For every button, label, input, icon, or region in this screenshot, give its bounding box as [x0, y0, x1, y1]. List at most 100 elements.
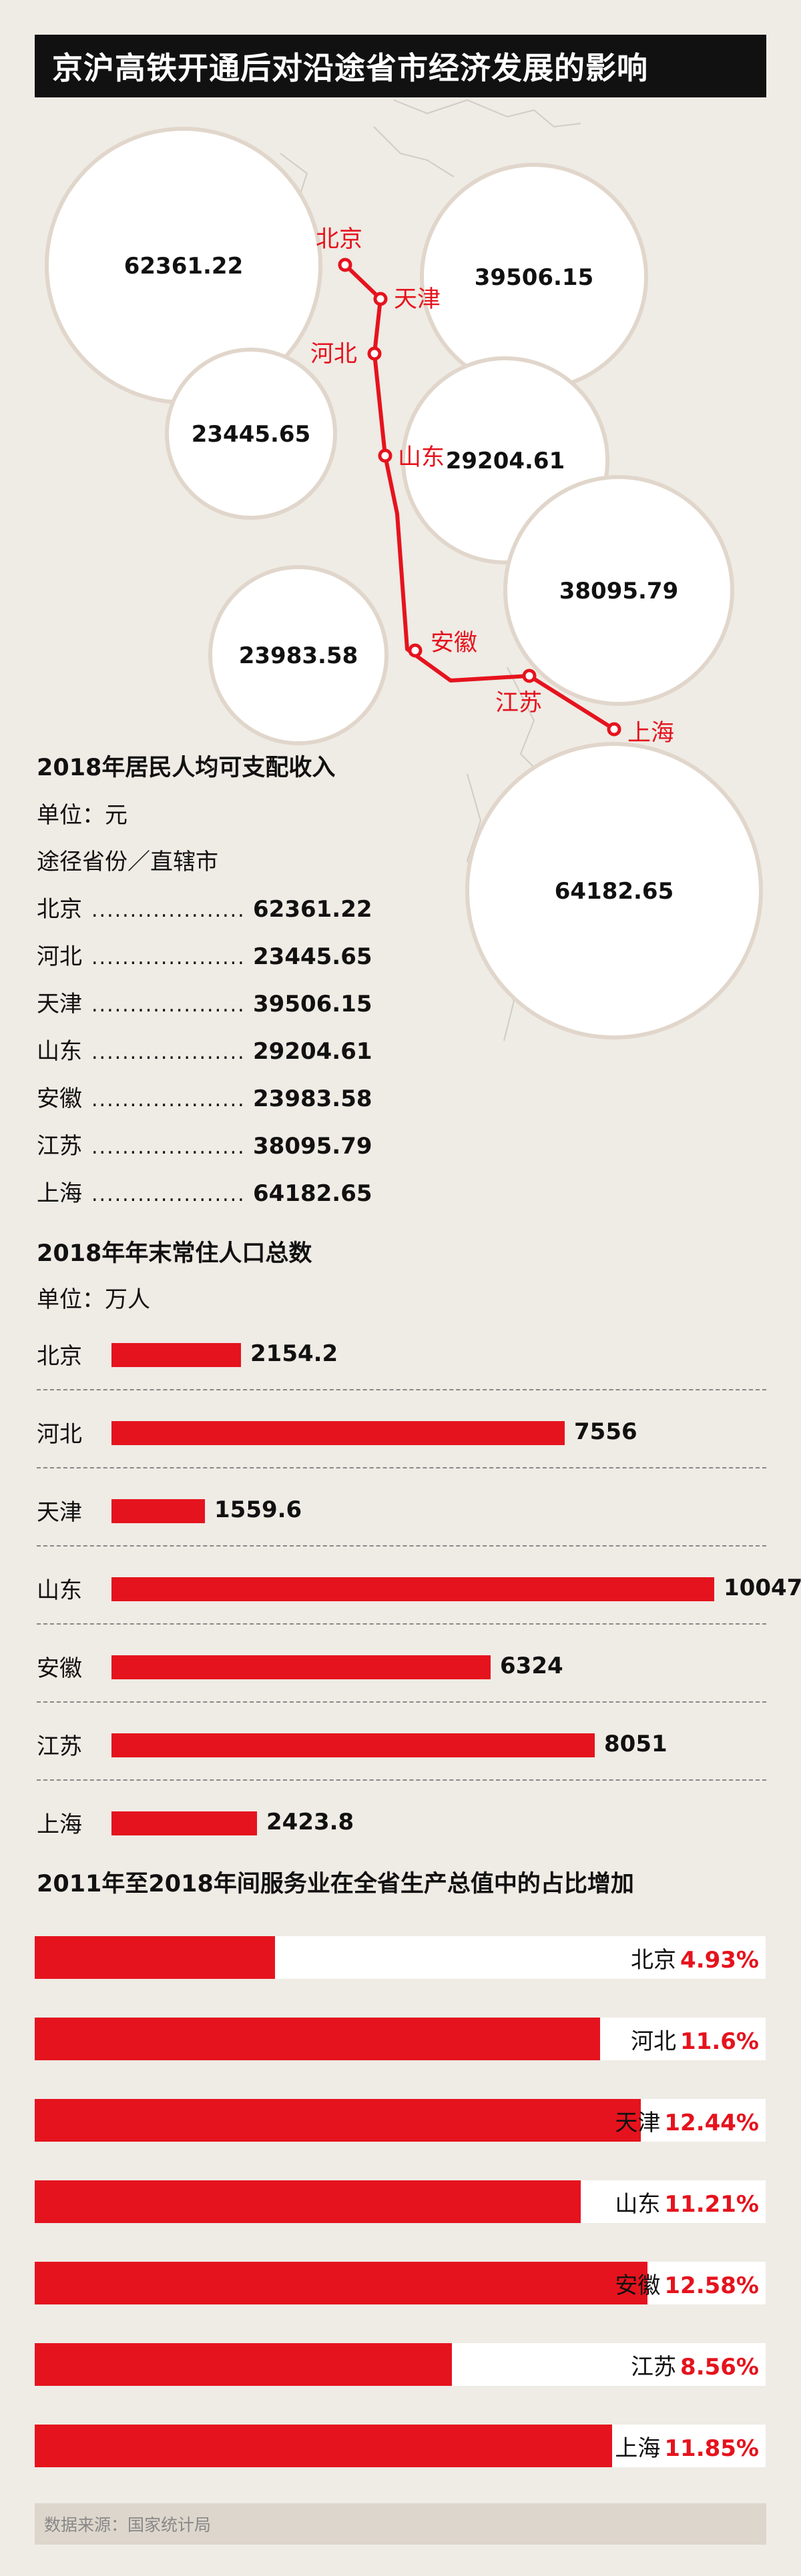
population-row: 北京 2154.2	[37, 1312, 766, 1390]
population-value: 8051	[604, 1731, 668, 1757]
income-value: 23445.65	[253, 943, 372, 970]
population-bar	[111, 1655, 491, 1679]
station-dot	[373, 292, 388, 306]
population-value: 7556	[574, 1418, 637, 1445]
bubble-value-label: 29204.61	[446, 448, 565, 474]
income-bubbles: 62361.22 39506.15 23445.65 29204.61 23983.58…	[45, 127, 763, 1039]
leader-dots: ...........................	[91, 1041, 245, 1064]
services-bar	[35, 2425, 612, 2467]
station-label: 上海	[627, 720, 674, 747]
population-value: 2154.2	[250, 1340, 338, 1367]
services-bar	[35, 2343, 452, 2386]
rail-route	[343, 263, 615, 731]
services-label: 江苏 8.56%	[631, 2348, 759, 2381]
bubble-value-label: 38095.79	[559, 578, 679, 604]
population-province: 安徽	[37, 1655, 82, 1682]
row-divider	[37, 1779, 766, 1781]
services-province: 山东	[615, 2191, 661, 2218]
leader-dots: ...........................	[91, 1088, 245, 1112]
income-value: 39506.15	[253, 991, 372, 1017]
income-value: 62361.22	[253, 896, 372, 923]
station-dot	[378, 448, 392, 463]
bubble-value-label: 39506.15	[475, 264, 594, 291]
station-dot	[522, 669, 537, 683]
services-bar	[35, 2099, 641, 2142]
population-province: 江苏	[37, 1733, 82, 1760]
population-province: 上海	[37, 1811, 82, 1838]
income-row: 天津........................... 39506.15	[37, 985, 372, 1018]
station-dot	[367, 346, 382, 361]
population-row: 山东 10047	[37, 1547, 801, 1625]
services-row: 上海 11.85%	[35, 2425, 766, 2467]
income-row: 山东........................... 29204.61	[37, 1033, 372, 1065]
services-value: 12.44%	[664, 2110, 759, 2136]
services-value: 11.85%	[664, 2435, 759, 2462]
population-bar	[111, 1343, 241, 1367]
row-divider	[37, 1389, 766, 1390]
population-row: 天津 1559.6	[37, 1468, 766, 1547]
population-title: 2018年年末常住人口总数	[37, 1240, 312, 1267]
services-label: 安徽 12.58%	[615, 2267, 759, 2300]
station-dot	[408, 643, 423, 658]
services-bar	[35, 2262, 647, 2304]
services-province: 安徽	[615, 2272, 661, 2299]
services-province: 北京	[631, 1947, 677, 1974]
services-value: 11.21%	[664, 2191, 759, 2218]
station-label: 北京	[316, 226, 362, 253]
row-divider	[37, 1623, 766, 1625]
bubble-value-label: 23983.58	[239, 642, 358, 669]
income-bubble	[165, 348, 337, 520]
bubble-value-label: 64182.65	[555, 878, 674, 905]
services-bar	[35, 2018, 600, 2060]
station-label: 安徽	[431, 630, 477, 657]
population-province: 山东	[37, 1577, 82, 1604]
services-province: 江苏	[631, 2354, 677, 2381]
leader-dots: ...........................	[91, 993, 245, 1017]
population-bar	[111, 1811, 257, 1835]
services-row: 北京 4.93%	[35, 1936, 766, 1979]
income-bubble	[503, 475, 734, 706]
services-province: 上海	[615, 2435, 661, 2462]
population-row: 江苏 8051	[37, 1703, 766, 1781]
services-title: 2011年至2018年间服务业在全省生产总值中的占比增加	[37, 1871, 634, 1897]
income-subtitle: 途径省份／直辖市	[37, 849, 218, 875]
population-value: 1559.6	[214, 1496, 302, 1523]
population-value: 6324	[500, 1653, 563, 1679]
page-title: 京沪高铁开通后对沿途省市经济发展的影响	[52, 50, 648, 86]
population-bar	[111, 1499, 205, 1523]
income-value: 23983.58	[253, 1086, 372, 1112]
leader-dots: ...........................	[91, 1183, 245, 1206]
services-value: 8.56%	[680, 2354, 759, 2381]
population-province: 天津	[37, 1499, 82, 1526]
services-value: 11.6%	[680, 2028, 759, 2055]
services-label: 天津 12.44%	[615, 2104, 759, 2137]
services-label: 北京 4.93%	[631, 1942, 759, 1974]
income-province: 河北	[37, 943, 82, 970]
population-row: 安徽 6324	[37, 1625, 766, 1703]
leader-dots: ...........................	[91, 1136, 245, 1159]
station-dot	[338, 258, 352, 272]
row-divider	[37, 1701, 766, 1703]
services-row: 安徽 12.58%	[35, 2262, 766, 2304]
station-label: 河北	[310, 341, 357, 368]
station-dot	[607, 722, 621, 737]
population-province: 北京	[37, 1343, 82, 1370]
services-row: 天津 12.44%	[35, 2099, 766, 2142]
route-map: 62361.22 39506.15 23445.65 29204.61 23983.58…	[45, 99, 763, 1041]
leader-dots: ...........................	[91, 946, 245, 969]
population-row: 河北 7556	[37, 1390, 766, 1468]
services-bar	[35, 2180, 581, 2223]
population-unit: 单位：万人	[37, 1286, 150, 1313]
population-value: 10047	[724, 1575, 801, 1601]
page-title-bar: 京沪高铁开通后对沿途省市经济发展的影响	[35, 35, 766, 97]
services-bar	[35, 1936, 275, 1979]
income-value: 38095.79	[253, 1133, 372, 1160]
income-province: 天津	[37, 991, 82, 1017]
source-note: 数据来源：国家统计局	[35, 2503, 766, 2545]
services-province: 河北	[631, 2028, 677, 2055]
station-label: 天津	[394, 286, 441, 313]
income-province: 安徽	[37, 1086, 82, 1112]
population-row: 上海 2423.8	[37, 1781, 766, 1858]
row-divider	[37, 1467, 766, 1468]
